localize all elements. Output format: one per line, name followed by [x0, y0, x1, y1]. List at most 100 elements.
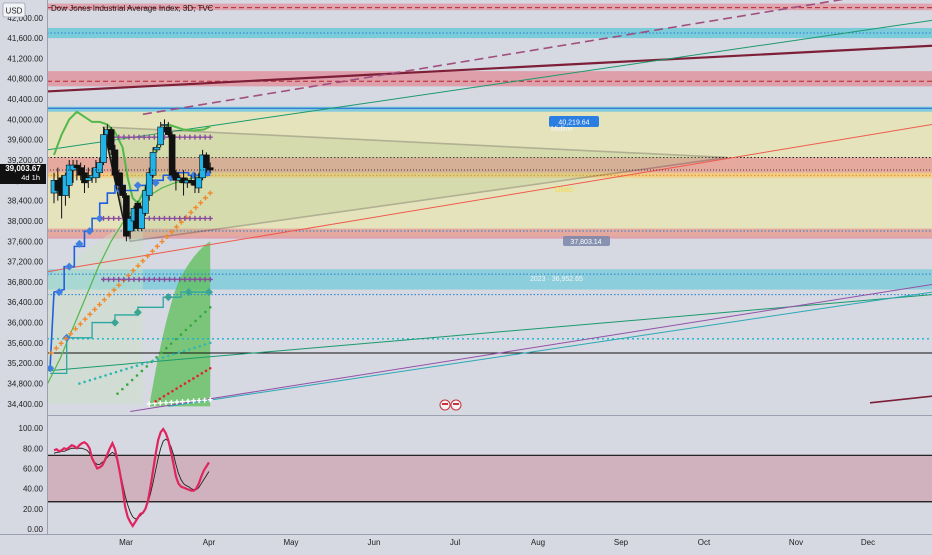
- candle-body-17[interactable]: [115, 172, 123, 186]
- candle-body-29[interactable]: [161, 124, 168, 126]
- plus-orange-20: [145, 253, 151, 259]
- candle-body-13[interactable]: [100, 134, 107, 163]
- price-tick-label: 41,600.00: [7, 34, 43, 43]
- rsi-tick-label: 100.00: [19, 424, 44, 433]
- candle-body-16[interactable]: [111, 149, 119, 176]
- dot-purple-mid-16: [182, 276, 188, 282]
- dot-teal-11: [135, 364, 139, 367]
- candle-body-4[interactable]: [65, 164, 73, 186]
- dot-teal-22: [193, 346, 196, 350]
- dot-teal-8: [119, 369, 123, 372]
- dot-teal-15: [156, 357, 160, 361]
- dot-red-12: [204, 369, 208, 373]
- dot-purple-low-9: [146, 215, 152, 221]
- dot-red-4: [171, 389, 174, 393]
- zone-red-lower: [47, 228, 932, 239]
- candle-body-36[interactable]: [187, 180, 195, 184]
- dot-green-5: [140, 369, 144, 373]
- candle-body-25[interactable]: [145, 172, 153, 196]
- symbol-title: Dow Jones Industrial Average Index, 3D, …: [51, 4, 214, 13]
- time-tick-label: Apr: [203, 538, 216, 547]
- price-tick-label: 37,600.00: [7, 237, 43, 246]
- candle-body-30[interactable]: [165, 126, 172, 135]
- candle-body-19[interactable]: [123, 195, 130, 237]
- dot-green-19: [208, 306, 212, 309]
- dot-green-8: [155, 356, 158, 359]
- dot-purple-mid-14: [172, 276, 178, 282]
- bar-countdown: 4d 1h: [21, 173, 40, 182]
- candle-body-28[interactable]: [157, 126, 164, 146]
- candle-body-15[interactable]: [107, 129, 115, 151]
- time-tick-label: Dec: [861, 538, 875, 547]
- dot-purple-mid-8: [141, 276, 147, 282]
- rsi-pane[interactable]: [47, 427, 932, 529]
- dot-teal-14: [151, 359, 154, 363]
- candle-body-9[interactable]: [84, 177, 92, 181]
- time-tick-label: Sep: [614, 538, 629, 547]
- plus-orange-14: [116, 282, 122, 288]
- currency-button[interactable]: USD: [2, 2, 26, 18]
- trendline-maroon: [47, 44, 932, 93]
- candle-body-38[interactable]: [195, 177, 203, 189]
- dot-purple-mid-11: [156, 276, 162, 282]
- zone-red-upper: [47, 71, 932, 87]
- dot-purple-low-1: [106, 215, 112, 221]
- plus-orange-29: [188, 209, 194, 215]
- dot-red-0: [154, 400, 157, 403]
- annotation-37803[interactable]: 37,803.14: [563, 236, 610, 246]
- diamond-marker-15: [164, 293, 173, 302]
- candle-body-27[interactable]: [153, 147, 161, 151]
- dot-red-6: [179, 384, 183, 388]
- plus-orange-33: [207, 190, 213, 196]
- candle-body-32[interactable]: [172, 172, 180, 181]
- price-pane[interactable]: [46, 0, 932, 412]
- dot-green-11: [169, 342, 173, 345]
- dot-red-1: [158, 397, 162, 401]
- diamond-marker-1: [55, 288, 64, 297]
- rsi-axis[interactable]: 100.00 80.00 60.00 40.00 20.00 0.00: [19, 424, 44, 534]
- candle-body-12[interactable]: [96, 162, 104, 174]
- candle-body-31[interactable]: [168, 134, 176, 176]
- plus-white-9: [196, 398, 202, 404]
- dot-purple-low-18: [192, 215, 198, 221]
- time-tick-label: May: [283, 538, 298, 547]
- time-axis[interactable]: Mar Apr May Jun Jul Aug Sep Oct Nov Dec: [119, 538, 875, 547]
- candle-body-24[interactable]: [142, 190, 149, 214]
- dot-purple-low-3: [116, 215, 122, 221]
- dot-teal-13: [146, 361, 149, 364]
- diamond-marker-17: [204, 288, 213, 297]
- plus-white-7: [185, 398, 191, 404]
- plus-orange-27: [178, 219, 184, 225]
- dot-purple-mid-18: [192, 276, 198, 282]
- price-tick-label: 35,600.00: [7, 339, 43, 348]
- dot-purple-top-10: [151, 134, 157, 140]
- candle-body-40[interactable]: [203, 154, 210, 168]
- price-tick-label: 37,200.00: [7, 258, 43, 267]
- time-tick-label: Nov: [789, 538, 803, 547]
- candle-body-6[interactable]: [73, 164, 81, 168]
- dot-green-1: [121, 387, 124, 391]
- dot-purple-top-21: [207, 134, 213, 140]
- candle-body-7[interactable]: [77, 167, 84, 176]
- candle-body-18[interactable]: [119, 185, 126, 196]
- dot-teal-4: [99, 375, 102, 379]
- annotation-40219[interactable]: 40,219.64: [549, 116, 599, 127]
- candle-body-20[interactable]: [126, 218, 134, 232]
- price-tick-label: 41,200.00: [7, 54, 43, 63]
- plus-orange-17: [130, 268, 136, 274]
- plus-orange-21: [149, 248, 155, 254]
- candle-body-41[interactable]: [206, 167, 214, 171]
- candle-body-26[interactable]: [149, 152, 157, 176]
- dot-green-10: [164, 346, 168, 350]
- price-axis[interactable]: 34,400.00 34,800.00 35,200.00 35,600.00 36,0…: [7, 14, 43, 409]
- plus-white-4: [168, 399, 174, 405]
- dot-red-5: [175, 387, 178, 390]
- dot-purple-top-18: [192, 134, 198, 140]
- plus-orange-5: [73, 326, 79, 332]
- candle-body-23[interactable]: [138, 207, 145, 229]
- dot-purple-mid-1: [106, 276, 112, 282]
- green-cloud-area: [149, 241, 211, 407]
- rsi-band: [47, 455, 932, 502]
